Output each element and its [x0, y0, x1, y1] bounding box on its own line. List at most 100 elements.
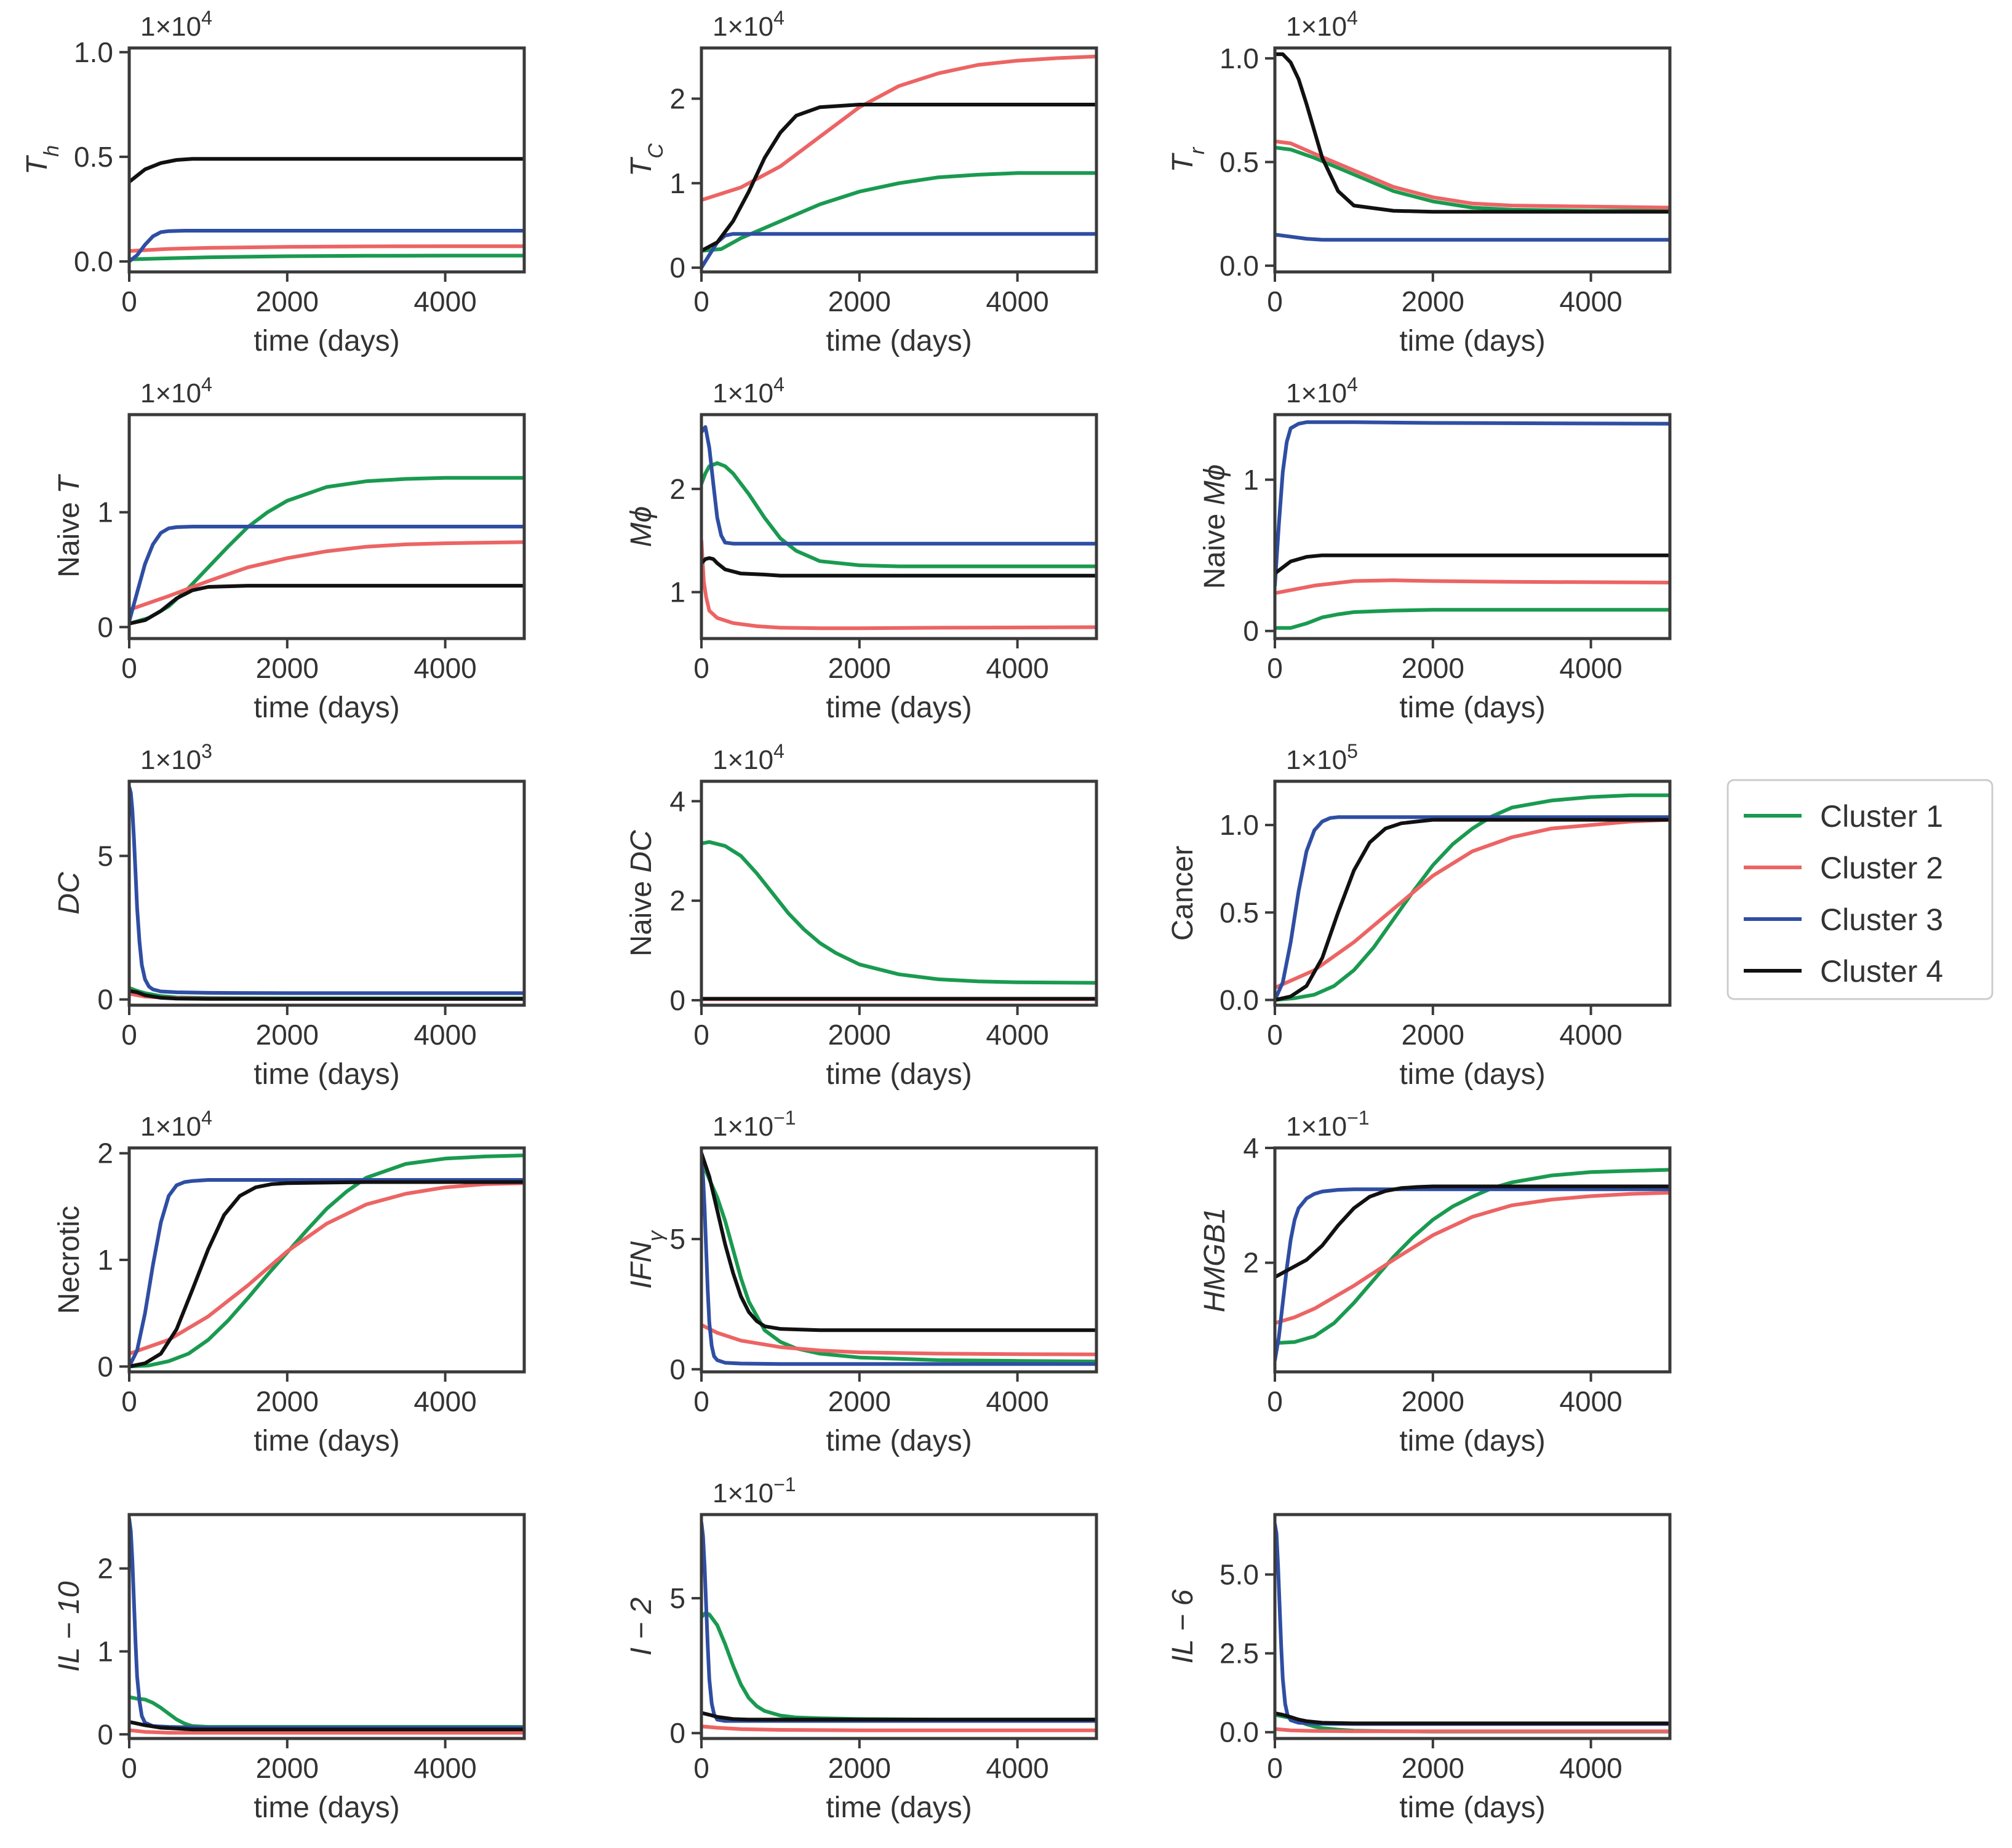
series-line-cluster-3 [701, 1159, 1096, 1366]
plot-frame [700, 1513, 1098, 1740]
panel-naive-t: 0 2000 4000 0 1 time (days) Naive T 1×104 [53, 373, 526, 724]
plot-frame [127, 413, 526, 640]
series-line-cluster-3 [701, 232, 1096, 270]
series-lines [701, 1151, 1096, 1366]
x-tick-label: 4000 [1559, 1385, 1622, 1417]
y-tick-label: 0 [97, 611, 113, 643]
y-tick-label: 2.5 [1220, 1638, 1259, 1670]
x-tick-label: 0 [121, 1752, 137, 1784]
series-lines [129, 1153, 524, 1369]
series-lines [1275, 1168, 1670, 1363]
x-axis-label: time (days) [826, 691, 972, 724]
x-tick-label: 2000 [256, 652, 319, 684]
x-tick-label: 2000 [828, 285, 891, 317]
plot-frame [700, 779, 1098, 1007]
y-tick-label: 0 [1243, 615, 1259, 647]
plot-frame [1273, 1513, 1672, 1740]
series-lines [129, 785, 524, 1001]
x-tick-label: 2000 [1402, 285, 1464, 317]
x-tick-label: 4000 [413, 1752, 476, 1784]
y-axis-label: Naive DC [625, 830, 658, 957]
x-tick-label: 2000 [256, 1385, 319, 1417]
series-line-cluster-1 [1275, 793, 1670, 1002]
legend-label: Cluster 2 [1820, 851, 1943, 885]
plot-frame [127, 46, 526, 274]
series-line-cluster-3 [1275, 1522, 1670, 1726]
y-tick-label: 0 [97, 984, 113, 1016]
x-tick-label: 2000 [1402, 1019, 1464, 1051]
series-line-cluster-1 [1275, 1168, 1670, 1345]
series-line-cluster-3 [1275, 1187, 1670, 1363]
series-line-cluster-2 [129, 1728, 524, 1735]
series-line-cluster-3 [1275, 420, 1670, 587]
x-tick-label: 0 [693, 1752, 709, 1784]
x-tick-label: 0 [1267, 1385, 1283, 1417]
panel-dc: 0 2000 4000 0 5 time (days) DC 1×103 [53, 740, 526, 1091]
y-axis-label: Tr [1167, 146, 1209, 172]
plot-frame [1273, 413, 1672, 640]
y-tick-label: 4 [1243, 1132, 1259, 1164]
x-axis-label: time (days) [253, 325, 399, 357]
x-tick-label: 4000 [1559, 1019, 1622, 1051]
series-lines [701, 54, 1096, 270]
y-tick-label: 1 [669, 167, 685, 199]
series-line-cluster-3 [1275, 233, 1670, 242]
y-tick-label: 1.0 [1220, 42, 1259, 74]
y-tick-label: 2 [669, 473, 685, 505]
axis-multiplier: 1×10−1 [713, 1107, 796, 1142]
plot-frame [127, 779, 526, 1007]
series-line-cluster-2 [701, 54, 1096, 202]
y-tick-label: 0.0 [1220, 984, 1259, 1016]
x-tick-label: 0 [121, 1019, 137, 1051]
y-tick-label: 5.0 [1220, 1558, 1259, 1590]
y-tick-label: 0.5 [1220, 146, 1259, 178]
plot-frame [1273, 779, 1672, 1007]
x-tick-label: 0 [693, 652, 709, 684]
y-tick-label: 0 [97, 1718, 113, 1750]
plot-frame [1273, 1146, 1672, 1374]
y-tick-label: 2 [97, 1137, 113, 1169]
legend-label: Cluster 4 [1820, 954, 1943, 989]
series-line-cluster-1 [701, 171, 1096, 253]
x-tick-label: 0 [1267, 1752, 1283, 1784]
y-axis-label: HMGB1 [1199, 1208, 1231, 1313]
y-tick-label: 0.0 [1220, 250, 1259, 282]
series-lines [129, 476, 524, 626]
plot-frame [700, 1146, 1098, 1374]
series-lines [129, 1516, 524, 1735]
x-axis-label: time (days) [826, 1425, 972, 1457]
y-tick-label: 1 [97, 1244, 113, 1276]
series-line-cluster-2 [1275, 1190, 1670, 1325]
x-tick-label: 4000 [1559, 1752, 1622, 1784]
y-tick-label: 5 [97, 840, 113, 872]
panel-ifn: 0 2000 4000 0 5 time (days) IFNγ 1×10−1 [625, 1107, 1098, 1457]
series-line-cluster-2 [1275, 1727, 1670, 1734]
panel-t: 0 2000 4000 0.0 0.5 1.0 time (days) Th 1×104 [21, 7, 526, 357]
y-tick-label: 2 [669, 82, 685, 114]
plot-frame [1273, 46, 1672, 274]
series-line-cluster-4 [701, 556, 1096, 578]
x-tick-label: 2000 [828, 1385, 891, 1417]
y-tick-label: 4 [669, 785, 685, 817]
y-axis-label: Naive T [53, 474, 86, 578]
series-lines [1275, 52, 1670, 242]
series-line-cluster-4 [1275, 1184, 1670, 1279]
y-tick-label: 0.0 [1220, 1716, 1259, 1748]
x-tick-label: 0 [121, 285, 137, 317]
y-axis-label: IL − 6 [1167, 1589, 1199, 1663]
axis-multiplier: 1×10−1 [1286, 1107, 1370, 1142]
y-axis-label: I − 2 [625, 1598, 658, 1656]
x-axis-label: time (days) [253, 1425, 399, 1457]
x-tick-label: 0 [693, 285, 709, 317]
y-tick-label: 5 [669, 1582, 685, 1614]
series-line-cluster-4 [129, 584, 524, 626]
axis-multiplier: 1×10−1 [713, 1473, 796, 1508]
series-line-cluster-2 [1275, 139, 1670, 210]
y-axis-label: IL − 10 [53, 1581, 86, 1672]
axis-multiplier: 1×104 [140, 7, 212, 42]
y-tick-label: 0 [669, 984, 685, 1016]
y-tick-label: 0.0 [74, 245, 113, 277]
legend: Cluster 1 Cluster 2 Cluster 3 Cluster 4 [1727, 779, 1994, 1000]
